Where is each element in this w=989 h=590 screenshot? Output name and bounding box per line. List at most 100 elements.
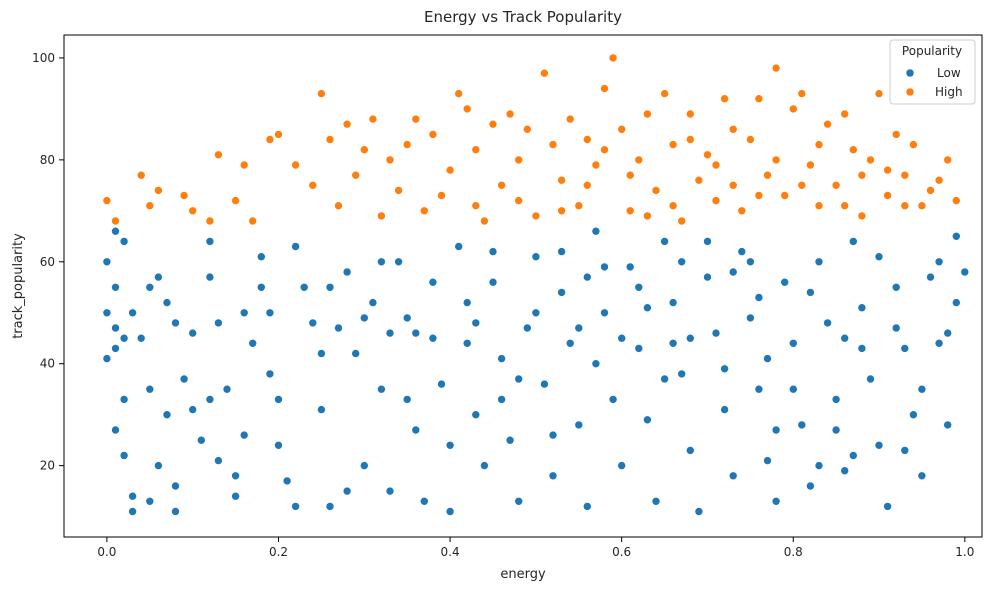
point-low <box>325 282 335 292</box>
point-low <box>788 384 798 394</box>
point-low <box>385 328 395 338</box>
point-high <box>668 201 678 210</box>
point-low <box>565 338 575 348</box>
point-low <box>162 298 172 307</box>
point-low <box>720 364 729 374</box>
point-high <box>557 175 566 185</box>
x-axis: 0.0 0.2 0.4 0.6 0.8 1.0 <box>97 537 974 559</box>
point-high <box>711 160 721 170</box>
point-low <box>934 338 944 348</box>
point-low <box>136 333 146 343</box>
point-high <box>214 150 223 160</box>
point-low <box>171 481 180 491</box>
y-tick-label: 80 <box>40 153 55 167</box>
legend-label-low: Low <box>937 66 961 80</box>
point-high <box>102 196 112 205</box>
point-high <box>402 140 412 149</box>
point-high <box>900 201 910 210</box>
point-high <box>625 170 635 180</box>
point-high <box>909 140 918 149</box>
point-low <box>634 344 644 353</box>
point-high <box>205 216 215 226</box>
point-high <box>883 191 892 200</box>
point-low <box>874 252 884 262</box>
point-low <box>643 415 652 425</box>
point-low <box>754 384 764 394</box>
point-low <box>771 425 781 435</box>
point-low <box>668 298 678 307</box>
point-low <box>780 277 790 287</box>
point-high <box>591 160 601 170</box>
point-low <box>205 395 215 404</box>
point-low <box>299 282 309 292</box>
point-high <box>608 53 618 63</box>
point-high <box>840 109 850 119</box>
point-low <box>111 323 120 333</box>
point-low <box>239 308 249 318</box>
point-high <box>763 170 772 180</box>
point-low <box>325 502 335 511</box>
point-high <box>728 181 738 190</box>
point-low <box>402 313 412 323</box>
point-low <box>960 267 970 277</box>
point-low <box>188 328 197 338</box>
point-low <box>651 496 661 506</box>
point-low <box>231 491 240 501</box>
point-high <box>411 114 421 124</box>
point-low <box>265 369 275 379</box>
point-low <box>797 420 807 430</box>
point-high <box>445 165 455 175</box>
point-low <box>951 298 961 307</box>
point-low <box>806 288 815 297</box>
point-high <box>454 89 464 98</box>
point-low <box>625 262 635 272</box>
point-low <box>197 435 206 445</box>
point-low <box>943 420 953 430</box>
point-high <box>308 181 318 190</box>
point-low <box>308 318 318 328</box>
point-low <box>317 405 326 414</box>
point-low <box>119 333 129 343</box>
point-low <box>488 277 498 287</box>
point-low <box>274 440 283 450</box>
point-high <box>754 94 764 103</box>
point-high <box>643 211 652 221</box>
point-high <box>514 196 524 205</box>
point-high <box>351 170 361 180</box>
point-low <box>582 502 592 511</box>
point-high <box>514 155 524 165</box>
point-high <box>797 89 807 98</box>
point-low <box>239 430 249 440</box>
point-low <box>214 456 223 465</box>
point-high <box>617 125 627 134</box>
y-tick-label: 40 <box>40 357 55 371</box>
point-low <box>891 323 901 333</box>
point-high <box>136 170 146 180</box>
point-low <box>480 461 489 470</box>
point-low <box>754 293 764 302</box>
point-low <box>634 282 644 292</box>
point-high <box>600 145 609 154</box>
point-high <box>780 191 790 200</box>
point-low <box>274 395 283 404</box>
point-low <box>411 328 421 338</box>
chart-title: Energy vs Track Popularity <box>424 8 622 26</box>
point-low <box>377 257 386 267</box>
point-low <box>256 252 266 262</box>
point-high <box>428 130 438 139</box>
point-low <box>617 461 627 470</box>
point-low <box>351 349 361 358</box>
point-low <box>522 323 532 333</box>
point-low <box>840 466 850 476</box>
y-axis: 20 40 60 80 100 <box>32 51 64 473</box>
point-low <box>926 272 935 282</box>
point-low <box>728 471 738 481</box>
point-low <box>883 502 892 511</box>
point-high <box>771 63 781 73</box>
point-low <box>128 491 137 501</box>
point-low <box>540 379 549 389</box>
point-low <box>111 226 120 236</box>
point-low <box>763 354 772 363</box>
x-tick-label: 0.0 <box>97 545 116 559</box>
point-high <box>462 104 472 114</box>
